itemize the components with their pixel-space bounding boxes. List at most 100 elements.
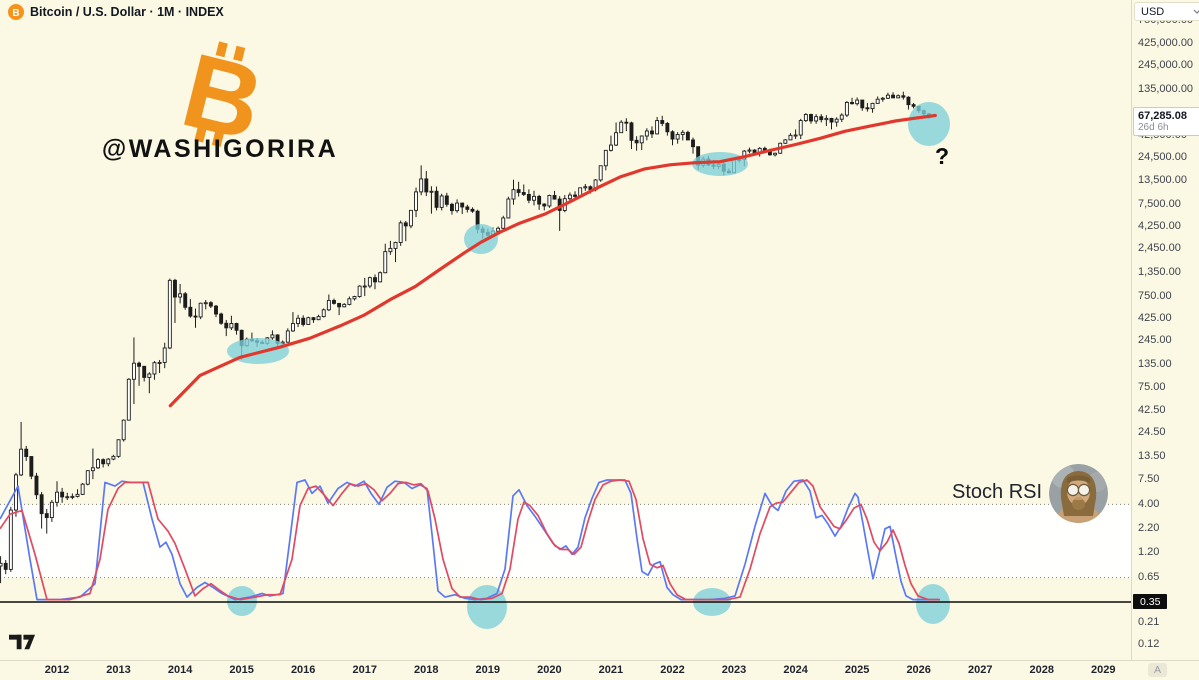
candle-body <box>691 139 695 148</box>
candle-body <box>367 277 372 287</box>
candle-body <box>167 279 172 349</box>
candle-body <box>891 94 896 99</box>
candle-body <box>906 96 911 106</box>
time-axis-label: 2020 <box>537 664 562 676</box>
symbol-title: Bitcoin / U.S. Dollar · 1M · INDEX <box>30 5 224 19</box>
currency-dropdown[interactable]: USD <box>1134 2 1199 21</box>
candle-body <box>270 334 275 339</box>
candle-body <box>583 186 588 189</box>
candle-body <box>419 178 424 193</box>
candle-body <box>393 242 398 249</box>
candle-body <box>850 101 854 105</box>
candle-body <box>650 130 654 135</box>
price-axis-label: 0.12 <box>1138 638 1160 650</box>
svg-text:B: B <box>12 8 19 19</box>
candle-body <box>183 293 188 308</box>
candle-body <box>619 121 624 134</box>
candle-body <box>644 130 649 137</box>
price-axis-label: 0.21 <box>1138 615 1160 628</box>
price-axis-label: 135,000.00 <box>1138 82 1194 95</box>
candle-body <box>814 116 819 122</box>
candle-body <box>609 144 613 151</box>
candle-body <box>624 121 629 124</box>
time-axis[interactable]: 2012 2013 2014 2015 2016 2017 2018 2019 2020 2021… <box>0 660 1199 680</box>
candle-body <box>747 149 752 152</box>
candle-body <box>326 299 331 311</box>
candle-body <box>403 222 408 227</box>
question-mark-annotation: ? <box>935 143 950 169</box>
candle-body <box>470 208 475 212</box>
stoch-rsi-d-line <box>0 479 940 601</box>
candle-body <box>839 114 844 120</box>
candle-body <box>809 114 813 122</box>
current-price-label: 67,285.08 26d 6h <box>1133 107 1199 136</box>
candle-body <box>537 195 542 205</box>
candle-body <box>44 513 49 519</box>
auto-scale-button[interactable]: A <box>1148 663 1168 677</box>
candle-body <box>762 147 767 151</box>
price-axis-label: 0.65 <box>1138 570 1160 583</box>
candle-body <box>157 361 162 364</box>
price-axis-label: 13,500.00 <box>1138 174 1187 187</box>
time-axis-label: 2019 <box>475 664 501 676</box>
price-axis-label: 24,500.00 <box>1138 150 1187 163</box>
price-axis-label: 135.00 <box>1138 357 1172 370</box>
time-axis-label: 2017 <box>352 664 378 676</box>
price-axis[interactable]: USD 750,000.00425,000.00245,000.00135,00… <box>1131 0 1199 660</box>
time-axis-label: 2022 <box>660 664 685 676</box>
candle-body <box>116 439 121 457</box>
candle-body <box>501 217 506 229</box>
candle-body <box>80 483 85 495</box>
candle-body <box>214 305 218 315</box>
time-axis-label: 2015 <box>229 664 254 676</box>
price-axis-label: 13.50 <box>1138 449 1166 462</box>
candle-body <box>142 365 147 378</box>
candle-body <box>203 302 208 305</box>
highlight-ellipse[interactable] <box>908 102 950 146</box>
highlight-ellipse[interactable] <box>227 586 257 616</box>
candle-body <box>224 322 229 329</box>
symbol-legend[interactable]: B Bitcoin / U.S. Dollar · 1M · INDEX <box>8 4 224 20</box>
time-axis-label: 2018 <box>414 664 439 676</box>
chevron-down-icon <box>1193 9 1199 14</box>
candle-body <box>126 378 131 421</box>
candle-body <box>219 313 224 324</box>
candle-body <box>121 419 126 441</box>
highlight-ellipse[interactable] <box>467 585 507 629</box>
hline-price-tag: 0.35 <box>1133 594 1168 609</box>
candle-body <box>408 209 413 227</box>
candle-body <box>39 494 44 515</box>
candle-body <box>829 117 834 123</box>
candle-body <box>152 362 157 375</box>
candle-countdown: 26d 6h <box>1138 122 1169 133</box>
candle-body <box>3 562 8 570</box>
price-axis-label: 1.20 <box>1138 546 1160 559</box>
candle-body <box>542 203 547 207</box>
candle-body <box>234 323 239 331</box>
candle-body <box>173 279 177 298</box>
price-axis-label: 2,450.00 <box>1138 242 1181 255</box>
stoch-rsi-label: Stoch RSI <box>952 481 1043 503</box>
candle-body <box>290 323 295 332</box>
candle-body <box>162 347 167 363</box>
candle-body <box>429 190 434 193</box>
candle-body <box>455 202 460 212</box>
price-axis-label: 4.00 <box>1138 498 1160 511</box>
candle-body <box>567 194 572 200</box>
candle-body <box>824 117 829 121</box>
candle-body <box>85 470 90 485</box>
candle-body <box>414 191 418 211</box>
currency-label: USD <box>1141 5 1165 18</box>
tradingview-logo[interactable] <box>9 634 35 650</box>
time-axis-label: 2016 <box>290 664 316 676</box>
candle-body <box>552 195 557 200</box>
candle-body <box>378 272 383 283</box>
candle-body <box>352 296 357 300</box>
candle-body <box>629 122 634 141</box>
candle-body <box>614 132 619 146</box>
candle-body <box>296 317 301 324</box>
stoch-highlight-ellipses <box>227 584 950 629</box>
highlight-ellipse[interactable] <box>916 584 950 624</box>
